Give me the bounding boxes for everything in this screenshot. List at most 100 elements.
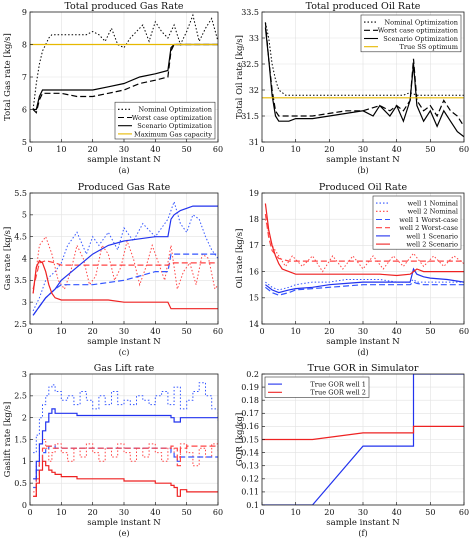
series-line-4 <box>32 260 218 290</box>
x-tick-label: 0 <box>27 508 32 517</box>
y-tick-label: 3.5 <box>14 276 27 285</box>
y-tick-label: 5 <box>22 138 27 147</box>
y-tick-label: 3 <box>22 370 27 379</box>
x-tick-label: 30 <box>358 145 368 154</box>
y-tick-label: 31 <box>249 138 259 147</box>
panel-caption: (c) <box>119 348 130 357</box>
legend-label: True GOR well 1 <box>310 381 366 389</box>
x-tick-label: 0 <box>27 327 32 336</box>
series-line-2 <box>264 219 464 273</box>
chart-panel-d: 0 10 20 30 40 50 60 14 15 16 17 18 19 Produced Oil Ra… <box>235 182 469 357</box>
y-tick-label: 2.5 <box>14 320 27 329</box>
series-group <box>264 203 464 296</box>
x-tick-label: 50 <box>425 145 435 154</box>
panel-caption: (e) <box>119 529 130 538</box>
series-group <box>33 382 218 497</box>
legend-box <box>114 101 216 140</box>
x-tick-label: 0 <box>259 327 264 336</box>
series-line-1 <box>262 374 464 505</box>
panel-caption: (f) <box>358 529 367 538</box>
x-tick-label: 50 <box>182 145 192 154</box>
x-axis-label: sample instant N <box>326 518 400 528</box>
y-tick-label: 0.17 <box>241 409 259 418</box>
y-tick-label: 0.15 <box>241 435 259 444</box>
x-tick-label: 20 <box>324 327 334 336</box>
x-tick-label: 50 <box>425 508 435 517</box>
series-group <box>32 200 218 316</box>
series-line-2 <box>264 22 464 127</box>
x-axis-label: sample instant N <box>87 518 161 528</box>
y-tick-label: 4 <box>22 254 27 263</box>
y-axis-label: Gas rate [kg/s] <box>3 227 13 291</box>
y-tick-label: 4.5 <box>14 232 27 241</box>
x-tick-label: 40 <box>392 327 402 336</box>
series-line-5 <box>32 205 218 316</box>
legend-box <box>372 195 462 250</box>
chart-title: Produced Gas Rate <box>78 182 171 193</box>
x-tick-label: 20 <box>88 508 98 517</box>
x-tick-label: 10 <box>56 327 66 336</box>
legend-label: Nominal Optimization <box>138 106 212 114</box>
y-tick-label: 0.2 <box>246 370 259 379</box>
series-line-6 <box>32 259 218 310</box>
y-tick-label: 0.5 <box>14 479 27 488</box>
y-tick-label: 2 <box>22 413 27 422</box>
y-tick-label: 7 <box>22 73 27 82</box>
y-tick-label: 0.11 <box>241 488 259 497</box>
x-axis-label: sample instant N <box>87 337 161 347</box>
x-tick-label: 40 <box>150 508 160 517</box>
y-tick-label: 18 <box>249 215 259 224</box>
y-tick-label: 14 <box>249 320 259 329</box>
x-tick-label: 50 <box>182 327 192 336</box>
x-tick-label: 10 <box>291 327 301 336</box>
x-tick-label: 60 <box>459 145 469 154</box>
x-tick-label: 40 <box>392 145 402 154</box>
y-tick-label: 0.12 <box>241 475 259 484</box>
x-tick-label: 60 <box>213 327 223 336</box>
series-line-6 <box>264 203 464 277</box>
x-tick-label: 10 <box>56 508 66 517</box>
y-tick-label: 32 <box>249 86 259 95</box>
y-tick-label: 0.13 <box>241 462 259 471</box>
legend-label: well 2 Scenario <box>406 241 458 249</box>
x-tick-label: 60 <box>213 145 223 154</box>
chart-title: Total produced Gas Rate <box>64 1 183 12</box>
chart-panel-c: 0 10 20 30 40 50 60 2.5 3 3.5 4 4.5 5 5.5 Produced Gas… <box>3 182 223 357</box>
x-axis-label: sample instant N <box>326 155 400 165</box>
chart-title: Total produced Oil Rate <box>306 1 421 12</box>
legend-box <box>360 14 462 53</box>
legend-label: well 2 Nominal <box>407 208 458 216</box>
y-tick-label: 31.5 <box>241 112 259 121</box>
x-tick-label: 20 <box>88 327 98 336</box>
chart-panel-b: 0 10 20 30 40 50 60 31 31.5 32 32.5 33 33.5 Total pro… <box>235 1 469 175</box>
y-tick-label: 19 <box>249 189 259 198</box>
x-tick-label: 0 <box>259 508 264 517</box>
legend-label: well 2 Worst-case <box>399 224 458 232</box>
y-tick-label: 5 <box>22 211 27 220</box>
x-axis-label: sample instant N <box>87 155 161 165</box>
series-line-3 <box>264 27 464 138</box>
y-tick-label: 17 <box>249 241 259 250</box>
x-tick-label: 10 <box>291 145 301 154</box>
x-tick-label: 50 <box>425 327 435 336</box>
y-axis-label: Gaslift rate [kg/s] <box>3 402 13 478</box>
x-tick-label: 10 <box>56 145 66 154</box>
y-tick-label: 33 <box>249 34 259 43</box>
x-tick-label: 50 <box>182 508 192 517</box>
y-tick-label: 16 <box>249 267 259 276</box>
x-tick-label: 0 <box>259 145 264 154</box>
y-tick-label: 5.5 <box>14 189 27 198</box>
y-tick-label: 0.1 <box>246 501 259 510</box>
x-tick-label: 60 <box>459 327 469 336</box>
series-line-1 <box>264 22 464 96</box>
y-tick-label: 8 <box>22 40 27 49</box>
x-tick-label: 10 <box>291 508 301 517</box>
legend-label: Scenario Optimization <box>383 35 458 43</box>
x-tick-label: 20 <box>88 145 98 154</box>
y-axis-label: Oil rate [kg/s] <box>235 229 245 289</box>
chart-panel-e: 0 10 20 30 40 50 60 0 0.5 1 1.5 2 2.5 3 Gas Lift rate s… <box>3 363 223 538</box>
